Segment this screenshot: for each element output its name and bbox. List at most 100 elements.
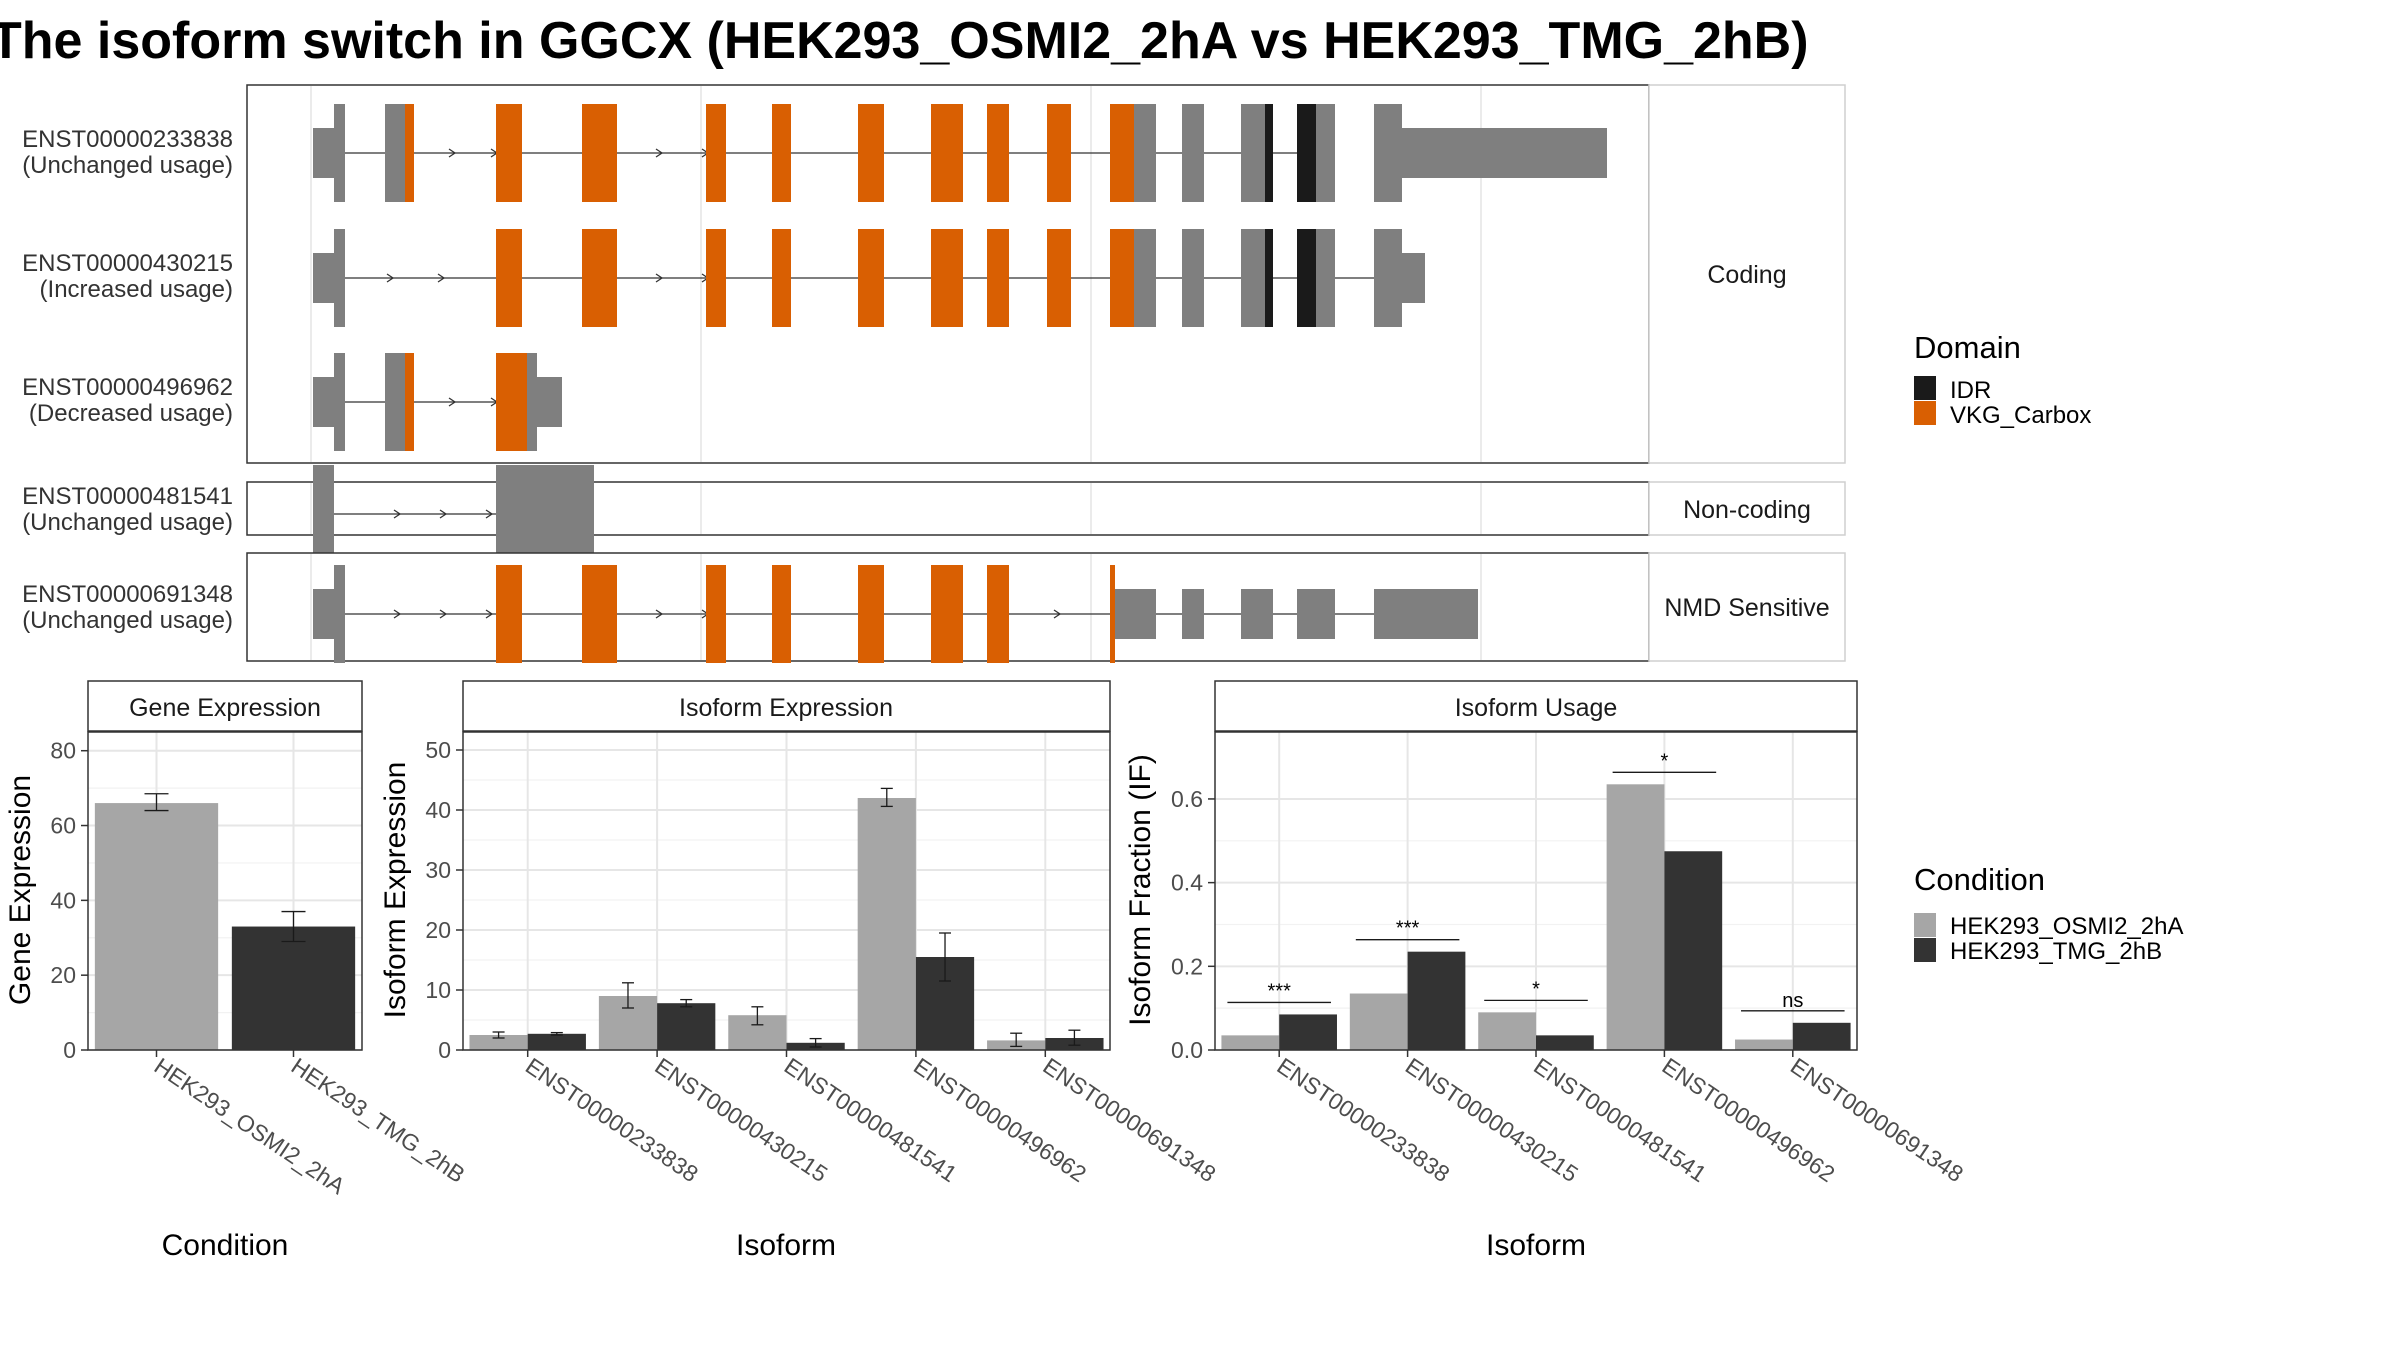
- vkg-carbox-domain: [1110, 104, 1134, 202]
- track-usage-label: (Unchanged usage): [22, 152, 233, 179]
- strand-arrow: [439, 609, 448, 619]
- facet-strip: [462, 680, 1111, 732]
- structure-nmd-panel: NMD Sensitive ENST00000691348 (Unchanged…: [22, 552, 1846, 663]
- exon: [537, 377, 562, 427]
- structure-noncoding-panel: Non-coding ENST00000481541 (Unchanged us…: [22, 465, 1846, 563]
- strand-arrow: [1053, 609, 1062, 619]
- strand-arrow: [485, 609, 494, 619]
- exon: [1402, 253, 1425, 303]
- vkg-carbox-domain: [858, 229, 884, 327]
- exon: [385, 104, 405, 202]
- y-tick-label: 0: [438, 1037, 451, 1063]
- exon: [1402, 128, 1607, 178]
- bar: [1221, 1035, 1280, 1050]
- idr-legend-label: IDR: [1950, 377, 1991, 404]
- vkg-carbox-domain: [772, 229, 791, 327]
- vkg-carbox-domain: [405, 353, 414, 451]
- idr-domain: [1265, 104, 1273, 202]
- x-axis-title: Condition: [162, 1229, 289, 1262]
- condition-legend: Condition HEK293_OSMI2_2hA HEK293_TMG_2h…: [1914, 862, 2183, 965]
- track-id-label: ENST00000481541: [22, 483, 233, 510]
- x-axis-title: Isoform: [1486, 1229, 1586, 1262]
- cond-a-legend-label: HEK293_OSMI2_2hA: [1950, 913, 2183, 940]
- noncoding-panel-border: [246, 481, 1650, 536]
- significance-label: ns: [1782, 990, 1803, 1012]
- nmd-panel-grid: [310, 554, 1482, 660]
- y-tick-label: 0.2: [1171, 953, 1203, 979]
- exon: [1374, 589, 1478, 639]
- bar: [1606, 784, 1665, 1050]
- vkg-carbox-domain: [582, 229, 617, 327]
- idr-domain: [1297, 104, 1316, 202]
- figure-title: The isoform switch in GGCX (HEK293_OSMI2…: [0, 12, 1809, 70]
- exon: [1134, 229, 1156, 327]
- cond-a-swatch: [1914, 913, 1936, 937]
- strand-arrow: [439, 509, 448, 519]
- track-id-label: ENST00000691348: [22, 581, 233, 608]
- bar: [1279, 1014, 1337, 1050]
- y-tick-label: 0.6: [1171, 786, 1203, 812]
- noncoding-tracks: [313, 465, 594, 563]
- y-tick-label: 80: [50, 738, 76, 764]
- coding-tracks: [313, 104, 1607, 451]
- strand-arrow: [393, 609, 402, 619]
- bar: [1407, 951, 1466, 1050]
- bar: [94, 803, 219, 1050]
- exon: [334, 353, 345, 451]
- nmd-tracks: [313, 565, 1478, 663]
- bar: [657, 1003, 716, 1050]
- coding-strip: [1648, 84, 1846, 464]
- exon: [496, 465, 594, 563]
- exon: [334, 565, 345, 663]
- y-tick-label: 30: [425, 857, 451, 883]
- y-axis-title: Isoform Fraction (IF): [1124, 754, 1157, 1026]
- exon: [334, 229, 345, 327]
- significance-label: ***: [1396, 918, 1420, 940]
- exon: [1297, 589, 1335, 639]
- vkg-carbox-domain: [582, 565, 617, 663]
- bar: [1735, 1039, 1793, 1050]
- vkg-carbox-domain: [931, 229, 963, 327]
- y-tick-label: 50: [425, 737, 451, 763]
- vkg-carbox-domain: [858, 104, 884, 202]
- chart-title: Isoform Expression: [679, 694, 893, 722]
- exon: [1374, 229, 1402, 327]
- bar: [1536, 1035, 1594, 1050]
- exon: [1134, 104, 1156, 202]
- strand-arrow: [448, 397, 457, 407]
- significance-label: *: [1532, 978, 1540, 1000]
- bar: [1478, 1012, 1536, 1050]
- vkg-carbox-domain: [931, 565, 963, 663]
- vkg-carbox-domain: [772, 104, 791, 202]
- vkg-carbox-domain: [987, 565, 1009, 663]
- vkg-carbox-domain: [405, 104, 414, 202]
- vkg-carbox-swatch: [1914, 401, 1936, 425]
- y-tick-label: 20: [425, 917, 451, 943]
- structure-coding-panel: Coding ENST00000233838 (Unchanged usage)…: [22, 84, 1846, 464]
- exon: [1316, 229, 1335, 327]
- bar: [527, 1033, 586, 1050]
- bar: [1664, 851, 1723, 1050]
- domain-legend-title: Domain: [1914, 330, 2021, 365]
- track-usage-label: (Increased usage): [40, 276, 233, 303]
- nmd-strip-label: NMD Sensitive: [1664, 594, 1829, 622]
- strand-arrow: [655, 273, 664, 283]
- exon: [1115, 589, 1156, 639]
- vkg-carbox-domain: [496, 104, 522, 202]
- strand-arrow: [386, 273, 395, 283]
- exon: [1241, 104, 1265, 202]
- vkg-carbox-domain: [858, 565, 884, 663]
- bar: [1349, 993, 1408, 1050]
- chart-title: Isoform Usage: [1455, 694, 1618, 722]
- noncoding-strip-label: Non-coding: [1683, 496, 1811, 524]
- exon: [313, 253, 334, 303]
- noncoding-panel-grid: [310, 483, 1482, 534]
- exon: [313, 128, 334, 178]
- y-tick-label: 20: [50, 962, 76, 988]
- vkg-carbox-domain: [496, 229, 522, 327]
- significance-label: ***: [1268, 980, 1292, 1002]
- exon: [1182, 104, 1204, 202]
- strand-arrow: [485, 509, 494, 519]
